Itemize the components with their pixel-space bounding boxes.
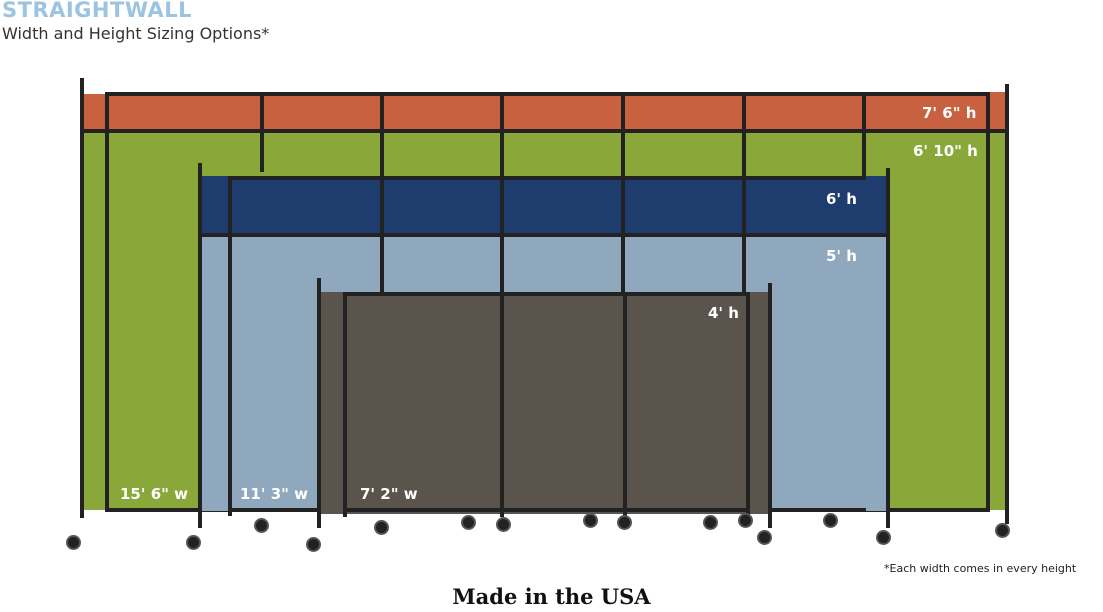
post <box>260 92 264 172</box>
height-label-7-6: 7' 6" h <box>922 104 977 122</box>
width-label-7-2: 7' 2" w <box>360 485 418 503</box>
caster-wheel <box>583 513 598 528</box>
caster-wheel <box>617 515 632 530</box>
post <box>986 92 990 512</box>
rail <box>345 292 748 296</box>
post <box>621 92 625 292</box>
caster-wheel <box>186 535 201 550</box>
post <box>343 292 347 517</box>
made-in-usa: Made in the USA <box>452 584 651 609</box>
post <box>623 292 627 517</box>
brand-title: STRAIGHTWALL <box>2 0 193 22</box>
caster-wheel <box>757 530 772 545</box>
post <box>198 163 202 528</box>
post <box>768 283 772 528</box>
left-edge-cut <box>82 80 107 94</box>
width-label-15-6: 15' 6" w <box>120 485 189 503</box>
small-wall-brown <box>320 292 770 514</box>
caster-wheel <box>876 530 891 545</box>
rail <box>107 92 988 96</box>
post <box>80 78 84 518</box>
rail <box>200 233 888 237</box>
post <box>500 292 504 517</box>
caster-wheel <box>703 515 718 530</box>
height-label-4: 4' h <box>708 304 739 322</box>
post <box>105 92 109 512</box>
caster-wheel <box>738 513 753 528</box>
height-label-5: 5' h <box>826 247 857 265</box>
post <box>746 292 750 517</box>
post <box>228 176 232 516</box>
caster-wheel <box>461 515 476 530</box>
post <box>317 278 321 528</box>
caster-wheel <box>823 513 838 528</box>
width-label-11-3: 11' 3" w <box>240 485 309 503</box>
post <box>1005 84 1009 524</box>
large-wall-orange-band <box>82 92 1006 132</box>
height-label-6: 6' h <box>826 190 857 208</box>
rail <box>230 176 866 180</box>
caster-wheel <box>66 535 81 550</box>
caster-wheel <box>496 517 511 532</box>
post <box>886 168 890 528</box>
caster-wheel <box>254 518 269 533</box>
caster-wheel <box>374 520 389 535</box>
caster-wheel <box>995 523 1010 538</box>
medium-wall-navy-band <box>200 176 888 234</box>
post <box>380 92 384 292</box>
footnote: *Each width comes in every height <box>884 562 1077 575</box>
caster-wheel <box>306 537 321 552</box>
rail <box>82 129 1006 133</box>
rail <box>345 508 748 512</box>
subtitle: Width and Height Sizing Options* <box>2 24 270 43</box>
post <box>500 92 504 292</box>
height-label-6-10: 6' 10" h <box>913 142 978 160</box>
